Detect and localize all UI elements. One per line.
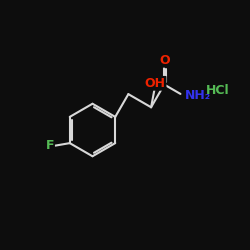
Text: O: O [159, 54, 170, 67]
Text: NH₂: NH₂ [185, 89, 211, 102]
Text: OH: OH [144, 77, 166, 90]
Text: HCl: HCl [206, 84, 229, 98]
Text: F: F [46, 139, 54, 152]
